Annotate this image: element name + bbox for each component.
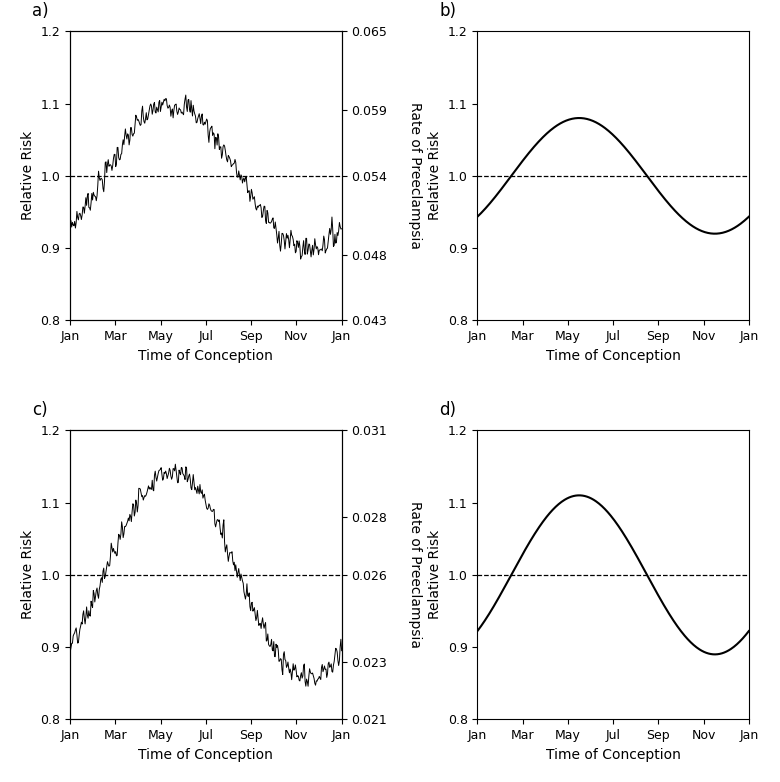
Y-axis label: Relative Risk: Relative Risk xyxy=(21,530,35,619)
Y-axis label: Relative Risk: Relative Risk xyxy=(428,530,442,619)
X-axis label: Time of Conception: Time of Conception xyxy=(139,349,273,363)
Text: b): b) xyxy=(439,2,456,20)
Y-axis label: Rate of Preeclampsia: Rate of Preeclampsia xyxy=(408,102,422,249)
X-axis label: Time of Conception: Time of Conception xyxy=(139,748,273,762)
Y-axis label: Rate of Preeclampsia: Rate of Preeclampsia xyxy=(408,501,422,648)
Y-axis label: Relative Risk: Relative Risk xyxy=(428,131,442,221)
Text: c): c) xyxy=(32,400,48,418)
Text: a): a) xyxy=(32,2,49,20)
Text: d): d) xyxy=(439,400,456,418)
X-axis label: Time of Conception: Time of Conception xyxy=(546,349,680,363)
Y-axis label: Relative Risk: Relative Risk xyxy=(21,131,35,221)
X-axis label: Time of Conception: Time of Conception xyxy=(546,748,680,762)
